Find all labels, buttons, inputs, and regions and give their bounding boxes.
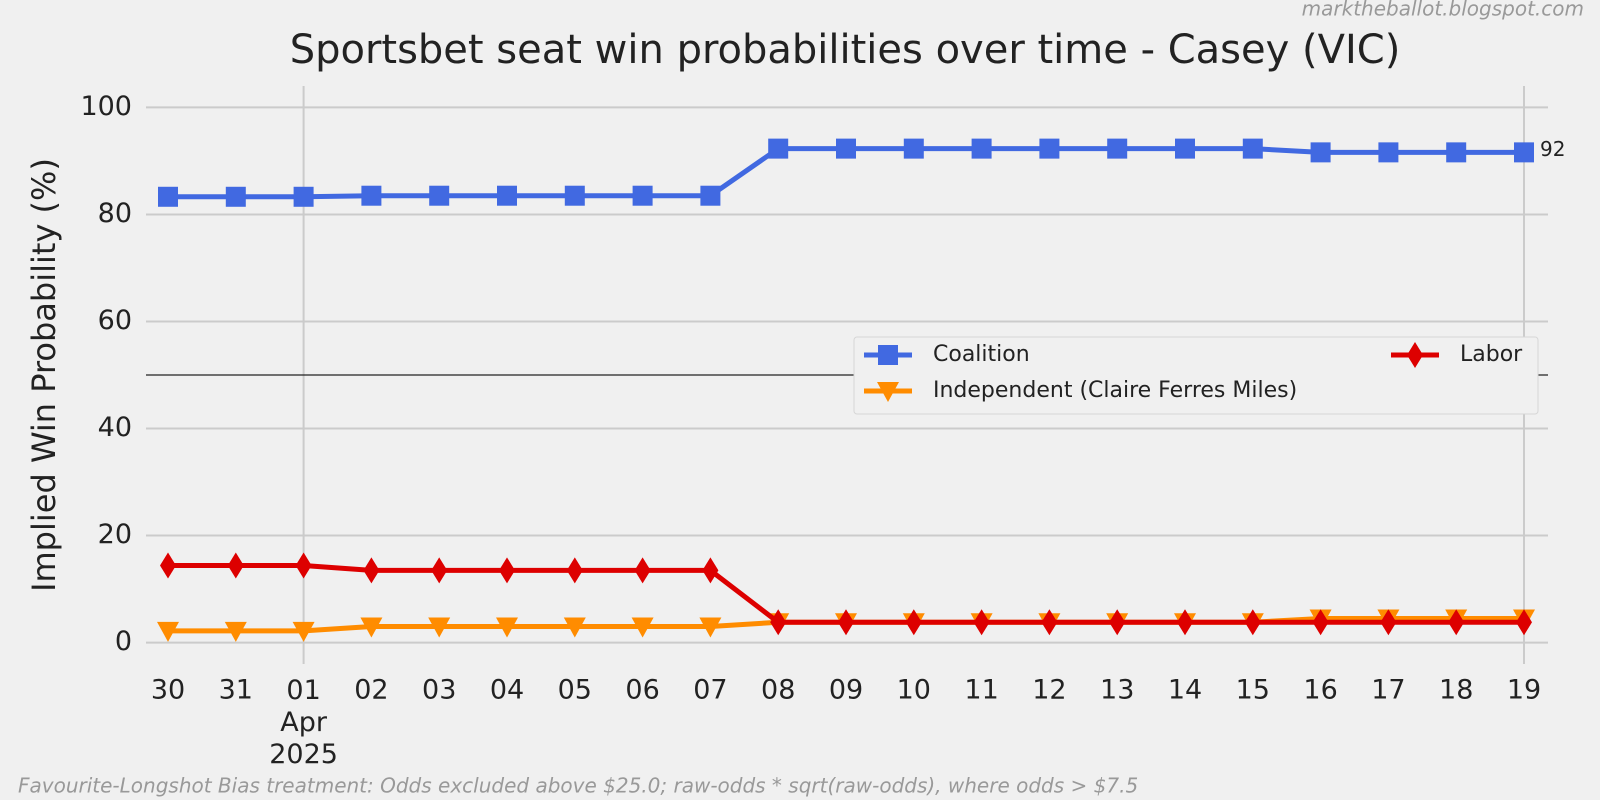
- marker: [1244, 609, 1261, 636]
- marker: [632, 185, 653, 206]
- x-tick-label: 15: [1236, 675, 1270, 706]
- series: [158, 138, 1534, 207]
- marker: [1378, 142, 1399, 163]
- marker: [361, 185, 382, 206]
- marker: [631, 617, 654, 638]
- marker: [1242, 138, 1263, 159]
- x-tick-label: 12: [1032, 675, 1066, 706]
- marker: [1448, 609, 1465, 636]
- marker: [225, 186, 246, 207]
- x-tick-label: 17: [1371, 675, 1405, 706]
- marker: [836, 138, 856, 159]
- marker: [292, 621, 315, 642]
- series: [160, 552, 1532, 636]
- y-tick-label: 0: [115, 626, 132, 657]
- legend-label: Coalition: [933, 342, 1030, 367]
- marker: [699, 617, 722, 638]
- y-tick-label: 20: [98, 519, 132, 550]
- y-tick-label: 100: [80, 91, 132, 122]
- marker: [1177, 609, 1193, 636]
- marker: [360, 617, 383, 638]
- marker: [563, 617, 586, 638]
- chart-title: Sportsbet seat win probabilities over ti…: [290, 27, 1401, 73]
- marker: [295, 552, 312, 579]
- marker: [428, 617, 451, 638]
- x-tick-label: 01 Apr 2025: [269, 675, 338, 770]
- marker: [1175, 138, 1195, 159]
- marker: [158, 186, 178, 207]
- marker: [1107, 138, 1128, 159]
- marker: [1310, 142, 1331, 163]
- marker: [496, 617, 518, 638]
- marker: [1109, 609, 1126, 636]
- marker: [566, 557, 583, 584]
- legend-label: Labor: [1460, 342, 1523, 367]
- marker: [497, 185, 517, 206]
- x-tick-label: 14: [1168, 675, 1202, 706]
- marker: [227, 552, 244, 579]
- x-tick-label: 16: [1303, 675, 1337, 706]
- legend: Coalition Independent (Claire Ferres Mile…: [853, 336, 1539, 415]
- legend-label: Independent (Claire Ferres Miles): [933, 378, 1297, 403]
- marker: [429, 185, 450, 206]
- marker: [971, 138, 992, 159]
- x-tick-label: 18: [1439, 675, 1473, 706]
- marker: [1516, 609, 1532, 636]
- x-tick-label: 02: [354, 675, 388, 706]
- marker: [157, 621, 179, 642]
- marker: [1407, 342, 1423, 368]
- marker: [499, 557, 515, 584]
- marker: [363, 557, 380, 584]
- marker: [1514, 142, 1534, 163]
- marker: [634, 557, 651, 584]
- y-axis-label: Implied Win Probability (%): [25, 158, 63, 592]
- marker: [878, 345, 898, 365]
- value-label: 92: [1540, 137, 1565, 161]
- marker: [1041, 609, 1058, 636]
- marker: [160, 552, 176, 579]
- marker: [564, 185, 585, 206]
- marker: [1446, 142, 1467, 163]
- x-tick-label: 31: [219, 675, 253, 706]
- marker: [1039, 138, 1060, 159]
- x-tick-label: 03: [422, 675, 456, 706]
- marker: [770, 609, 787, 636]
- x-tick-label: 07: [693, 675, 727, 706]
- x-tick-label: 09: [829, 675, 863, 706]
- x-tick-label: 06: [625, 675, 659, 706]
- footnote: Favourite-Longshot Bias treatment: Odds …: [18, 774, 1138, 798]
- watermark: marktheballot.blogspot.com: [1302, 0, 1584, 21]
- legend-box: [853, 336, 1539, 415]
- x-tick-label: 10: [897, 675, 931, 706]
- y-tick-label: 80: [98, 198, 132, 229]
- marker: [702, 557, 719, 584]
- x-tick-label: 13: [1100, 675, 1134, 706]
- marker: [768, 138, 789, 159]
- marker: [431, 557, 448, 584]
- grid: [146, 86, 1548, 664]
- marker: [973, 609, 990, 636]
- x-tick-label: 08: [761, 675, 795, 706]
- x-tick-label: 30: [151, 675, 185, 706]
- marker: [1312, 609, 1329, 636]
- marker: [838, 609, 854, 636]
- marker: [1380, 609, 1397, 636]
- y-tick-label: 60: [98, 305, 132, 336]
- marker: [903, 138, 924, 159]
- marker: [224, 621, 247, 642]
- marker: [293, 186, 314, 207]
- marker: [877, 382, 899, 402]
- y-tick-label: 40: [98, 412, 132, 443]
- marker: [905, 609, 922, 636]
- x-tick-label: 11: [964, 675, 998, 706]
- marker: [700, 185, 721, 206]
- x-tick-label: 05: [558, 675, 592, 706]
- x-tick-label: 19: [1507, 675, 1541, 706]
- x-tick-label: 04: [490, 675, 524, 706]
